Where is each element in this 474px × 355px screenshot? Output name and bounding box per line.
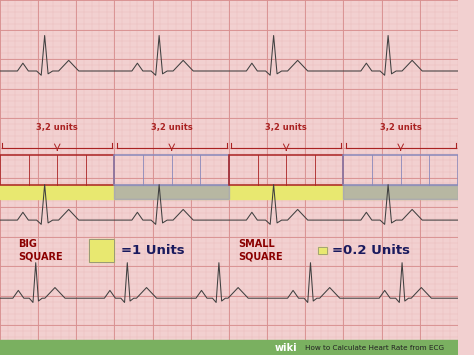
Text: =0.2 Units: =0.2 Units <box>332 244 410 257</box>
Bar <box>89 239 115 262</box>
Bar <box>89 239 115 262</box>
Text: 3,2 units: 3,2 units <box>36 123 78 132</box>
Bar <box>0 155 115 185</box>
Text: SMALL
SQUARE: SMALL SQUARE <box>238 239 283 262</box>
Bar <box>229 155 344 185</box>
Bar <box>115 155 229 185</box>
Text: 3,2 units: 3,2 units <box>380 123 421 132</box>
Bar <box>0 185 458 199</box>
Bar <box>344 185 458 199</box>
Bar <box>318 247 327 254</box>
Bar <box>344 155 458 185</box>
Text: BIG
SQUARE: BIG SQUARE <box>18 239 63 262</box>
Bar <box>0 340 458 355</box>
Text: =1 Units: =1 Units <box>121 244 185 257</box>
Bar <box>318 247 327 254</box>
Text: How to Calculate Heart Rate from ECG: How to Calculate Heart Rate from ECG <box>304 345 444 350</box>
Text: 3,2 units: 3,2 units <box>265 123 307 132</box>
Text: 3,2 units: 3,2 units <box>151 123 192 132</box>
Bar <box>115 185 229 199</box>
Text: wiki: wiki <box>275 343 297 353</box>
